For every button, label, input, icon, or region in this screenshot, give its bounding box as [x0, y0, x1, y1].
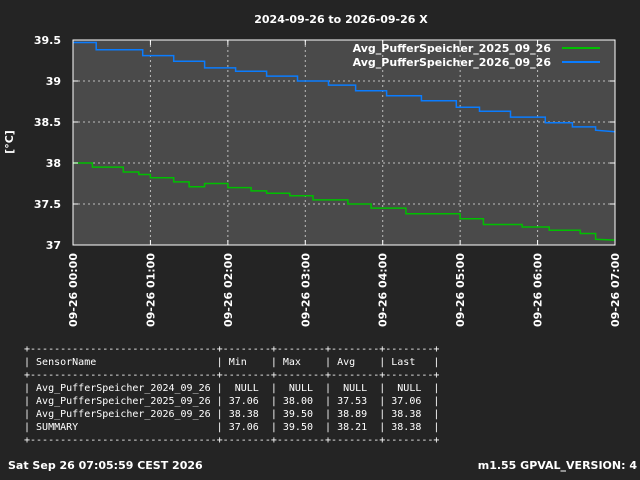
x-tick-label: 09-26 02:00	[222, 253, 235, 327]
series-line-2	[73, 41, 616, 133]
plot-border	[72, 39, 616, 246]
x-tick-label: 09-26 04:00	[377, 253, 390, 327]
x-tick-label: 09-26 01:00	[144, 253, 157, 327]
y-tick-label: 38.5	[34, 116, 61, 129]
table-row: | Avg_PufferSpeicher_2024_09_26 | NULL |…	[24, 383, 440, 394]
table-line: +-------------------------------+-------…	[24, 344, 440, 355]
stats-table: +-------------------------------+-------…	[24, 343, 439, 447]
footer-version: m1.55 GPVAL_VERSION: 4	[477, 459, 637, 472]
x-tick-label: 09-26 00:00	[67, 253, 80, 327]
chart-title: 2024-09-26 to 2026-09-26 X	[254, 13, 428, 26]
y-tick-label: 38	[46, 157, 61, 170]
table-line: +-------------------------------+-------…	[24, 370, 440, 381]
y-tick-label: 37	[46, 239, 61, 252]
series-line-1	[73, 162, 616, 241]
table-summary-row: | SUMMARY | 37.06 | 39.50 | 38.21 | 38.3…	[24, 422, 440, 433]
y-axis-label: [°C]	[3, 130, 16, 154]
table-row: | Avg_PufferSpeicher_2025_09_26 | 37.06 …	[24, 396, 440, 407]
x-tick-label: 09-26 03:00	[299, 253, 312, 327]
legend: Avg_PufferSpeicher_2025_09_26Avg_PufferS…	[353, 42, 600, 69]
legend-label: Avg_PufferSpeicher_2026_09_26	[353, 56, 552, 69]
footer-timestamp: Sat Sep 26 07:05:59 CEST 2026	[8, 459, 203, 472]
series-layer	[73, 41, 616, 241]
grid-lines	[73, 40, 615, 245]
table-header-row: | SensorName | Min | Max | Avg | Last |	[24, 357, 440, 368]
axes-layer: 37 37.5 38 38.5 39 39.5 09-26 00:00 09-26 01:00…	[34, 34, 622, 327]
x-tick-label: 09-26 05:00	[454, 253, 467, 327]
y-tick-label: 39	[46, 75, 61, 88]
x-tick-label: 09-26 06:00	[532, 253, 545, 327]
table-row: | Avg_PufferSpeicher_2026_09_26 | 38.38 …	[24, 409, 440, 420]
y-tick-label: 39.5	[34, 34, 61, 47]
y-tick-label: 37.5	[34, 198, 61, 211]
temperature-chart: 37 37.5 38 38.5 39 39.5 09-26 00:00 09-26 01:00…	[3, 13, 622, 327]
x-tick-label: 09-26 07:00	[609, 253, 622, 327]
plot-area	[73, 40, 615, 245]
legend-label: Avg_PufferSpeicher_2025_09_26	[353, 42, 552, 55]
table-line: +-------------------------------+-------…	[24, 435, 440, 446]
